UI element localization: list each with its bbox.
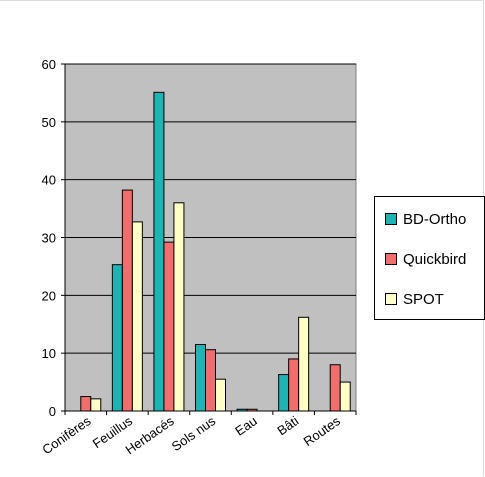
bar — [131, 221, 143, 412]
bar — [173, 202, 185, 412]
legend-item-2: SPOT — [385, 289, 444, 309]
legend-item-0: BD-Ortho — [385, 209, 466, 229]
y-tick-label: 10 — [42, 346, 56, 361]
x-tick-label: Eau — [232, 413, 260, 439]
legend-label-1: Quickbird — [403, 250, 467, 268]
bar — [278, 374, 290, 412]
bar — [205, 349, 216, 412]
bar — [153, 91, 165, 412]
legend-label-0: BD-Ortho — [403, 210, 467, 228]
x-tick-label: Bâti — [274, 413, 301, 438]
legend: BD-Ortho Quickbird SPOT — [374, 196, 485, 320]
bar — [163, 241, 175, 412]
bar — [339, 381, 351, 412]
legend-swatch-2 — [385, 293, 397, 305]
legend-label-2: SPOT — [403, 290, 444, 308]
bar — [246, 408, 258, 412]
bar — [329, 364, 341, 412]
y-tick-label: 0 — [49, 404, 56, 419]
bar — [121, 189, 133, 412]
bar — [80, 396, 92, 412]
bar — [298, 316, 310, 412]
bar — [288, 358, 300, 412]
bar — [90, 398, 102, 412]
y-tick-label: 20 — [42, 288, 56, 303]
bar — [215, 378, 226, 412]
y-tick-label: 40 — [42, 173, 56, 188]
legend-item-1: Quickbird — [385, 249, 466, 269]
y-tick-label: 50 — [42, 115, 56, 130]
bar — [236, 408, 248, 412]
bar — [195, 343, 206, 412]
bar — [111, 264, 123, 412]
legend-swatch-0 — [385, 213, 397, 225]
x-tick-label: Routes — [301, 413, 344, 449]
x-tick-label: Sols nus — [169, 413, 219, 454]
y-tick-label: 30 — [42, 231, 56, 246]
y-tick-label: 60 — [42, 57, 56, 72]
x-tick-label: Conifères — [39, 413, 94, 457]
legend-swatch-1 — [385, 253, 397, 265]
